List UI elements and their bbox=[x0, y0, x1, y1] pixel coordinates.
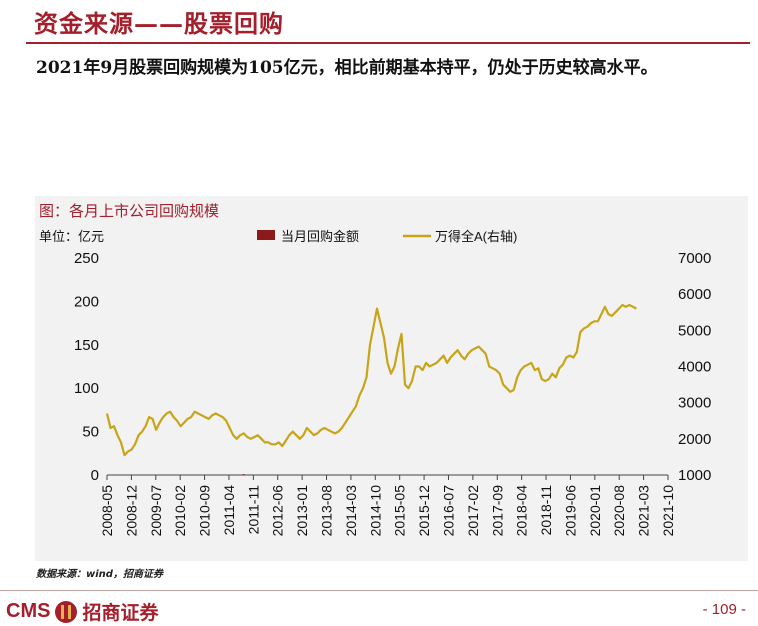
logo-emblem-icon bbox=[55, 600, 78, 623]
page-number: - 109 - bbox=[702, 601, 746, 618]
chart-panel: 图：各月上市公司回购规模 单位：亿元 当月回购金额 万得全A(右轴) 0 50 10… bbox=[35, 196, 748, 561]
x-tick-label: 2015-12 bbox=[416, 485, 432, 537]
x-tick-label: 2009-07 bbox=[148, 485, 164, 537]
chart-title: 图：各月上市公司回购规模 bbox=[39, 203, 219, 220]
x-tick-label: 2017-02 bbox=[465, 485, 481, 537]
right-tick-label: 2000 bbox=[678, 431, 711, 448]
source-note: 数据来源：wind，招商证券 bbox=[36, 569, 163, 580]
x-tick-label: 2019-06 bbox=[562, 485, 578, 537]
right-tick-label: 7000 bbox=[678, 250, 711, 267]
left-axis-ticks: 0 50 100 150 200 250 bbox=[74, 250, 99, 484]
left-tick-label: 250 bbox=[74, 250, 99, 267]
left-tick-label: 200 bbox=[74, 293, 99, 310]
x-tick-label: 2015-05 bbox=[392, 485, 408, 537]
legend-line-label: 万得全A(右轴) bbox=[435, 229, 517, 244]
brand-logo: CMS 招商证券 bbox=[6, 598, 158, 625]
x-tick-label: 2020-08 bbox=[611, 485, 627, 537]
legend-bar-label: 当月回购金额 bbox=[281, 229, 359, 244]
x-tick-label: 2014-03 bbox=[343, 485, 359, 537]
right-tick-label: 5000 bbox=[678, 322, 711, 339]
x-tick-label: 2020-01 bbox=[587, 485, 603, 537]
right-tick-label: 4000 bbox=[678, 359, 711, 376]
x-tick-label: 2021-10 bbox=[660, 485, 676, 537]
title-divider bbox=[26, 42, 750, 44]
left-tick-label: 50 bbox=[82, 424, 99, 441]
x-tick-label: 2013-08 bbox=[319, 485, 335, 537]
x-axis-ticks: 2008-05 2008-12 2009-07 2010-02 2010-09 2011-… bbox=[99, 475, 676, 536]
headline-text: 2021年9月股票回购规模为105亿元，相比前期基本持平，仍处于历史较高水平。 bbox=[36, 58, 658, 78]
legend-bar-swatch bbox=[257, 230, 275, 240]
left-tick-label: 100 bbox=[74, 380, 99, 397]
bar-series bbox=[242, 474, 245, 475]
x-tick-label: 2021-03 bbox=[636, 485, 652, 537]
x-tick-label: 2013-01 bbox=[294, 485, 310, 537]
footer-divider bbox=[0, 590, 758, 591]
x-tick-label: 2014-10 bbox=[367, 485, 383, 537]
left-tick-label: 0 bbox=[91, 467, 99, 484]
x-tick-label: 2011-04 bbox=[221, 485, 237, 536]
x-tick-label: 2012-06 bbox=[270, 485, 286, 537]
x-tick-label: 2011-11 bbox=[245, 485, 261, 535]
page-title: 资金来源——股票回购 bbox=[34, 9, 284, 38]
x-tick-label: 2008-12 bbox=[123, 485, 139, 537]
logo-text: CMS bbox=[6, 600, 51, 622]
legend: 当月回购金额 万得全A(右轴) bbox=[257, 229, 517, 244]
right-tick-label: 6000 bbox=[678, 286, 711, 303]
left-tick-label: 150 bbox=[74, 337, 99, 354]
x-tick-label: 2018-04 bbox=[514, 485, 530, 537]
x-tick-label: 2018-11 bbox=[538, 485, 554, 536]
unit-label: 单位：亿元 bbox=[39, 229, 104, 244]
right-axis-ticks: 1000 2000 3000 4000 5000 6000 7000 bbox=[678, 250, 711, 484]
x-tick-label: 2016-07 bbox=[440, 485, 456, 537]
right-tick-label: 1000 bbox=[678, 467, 711, 484]
x-tick-label: 2008-05 bbox=[99, 485, 115, 537]
line-series bbox=[105, 303, 637, 457]
x-tick-label: 2010-09 bbox=[197, 485, 213, 537]
chart-svg: 图：各月上市公司回购规模 单位：亿元 当月回购金额 万得全A(右轴) 0 50 10… bbox=[39, 203, 711, 536]
x-tick-label: 2010-02 bbox=[172, 485, 188, 537]
right-tick-label: 3000 bbox=[678, 395, 711, 412]
logo-chinese-text: 招商证券 bbox=[82, 602, 159, 624]
x-tick-label: 2017-09 bbox=[489, 485, 505, 537]
bar-mark bbox=[242, 474, 245, 475]
